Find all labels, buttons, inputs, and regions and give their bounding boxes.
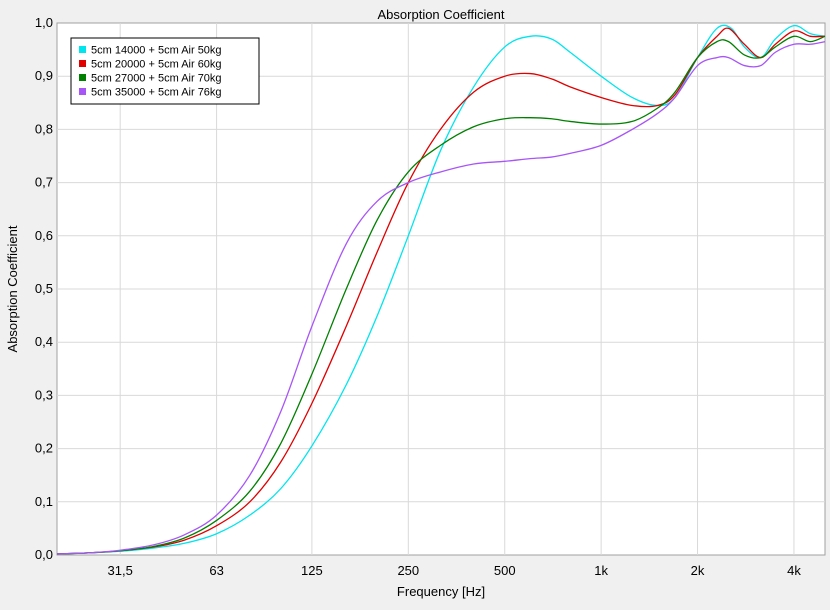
x-tick-label: 4k [787, 563, 801, 578]
y-tick-label: 0,2 [35, 441, 53, 456]
x-tick-label: 1k [594, 563, 608, 578]
y-tick-label: 0,9 [35, 68, 53, 83]
y-tick-label: 0,3 [35, 387, 53, 402]
series-line-2 [56, 27, 826, 555]
legend-swatch [79, 60, 86, 67]
y-tick-label: 0,4 [35, 334, 53, 349]
legend-swatch [79, 74, 86, 81]
legend: 5cm 14000 + 5cm Air 50kg 5cm 20000 + 5cm … [70, 37, 260, 105]
series-line-4 [56, 40, 826, 555]
legend-entry: 5cm 35000 + 5cm Air 76kg [91, 87, 222, 99]
y-tick-label: 0,6 [35, 228, 53, 243]
x-tick-label: 250 [397, 563, 419, 578]
legend-entry: 5cm 27000 + 5cm Air 70kg [91, 73, 222, 85]
x-tick-label: 125 [301, 563, 323, 578]
y-tick-label: 0,8 [35, 121, 53, 136]
series-line-3 [56, 35, 826, 555]
x-tick-label: 2k [691, 563, 705, 578]
y-tick-label: 0,0 [35, 547, 53, 562]
y-axis-title: Absorption Coefficient [5, 225, 20, 352]
x-axis-title: Frequency [Hz] [397, 584, 485, 599]
x-tick-label: 63 [209, 563, 223, 578]
y-tick-label: 0,1 [35, 494, 53, 509]
x-tick-label: 31,5 [108, 563, 133, 578]
legend-entry: 5cm 14000 + 5cm Air 50kg [91, 45, 222, 57]
y-tick-label: 0,7 [35, 175, 53, 190]
series-layer [56, 24, 826, 555]
y-tick-label: 0,5 [35, 281, 53, 296]
legend-box [70, 37, 260, 105]
legend-swatch [79, 46, 86, 53]
tick-layer: 0,0 0,1 0,2 0,3 0,4 0,5 0,6 0,7 0,8 0,9 1,0 31,5 63 1… [35, 15, 801, 578]
legend-swatch [79, 88, 86, 95]
series-line-1 [56, 24, 826, 555]
chart-title: Absorption Coefficient [378, 7, 505, 22]
x-tick-label: 500 [494, 563, 516, 578]
y-tick-label: 1,0 [35, 15, 53, 30]
legend-entry: 5cm 20000 + 5cm Air 60kg [91, 59, 222, 71]
